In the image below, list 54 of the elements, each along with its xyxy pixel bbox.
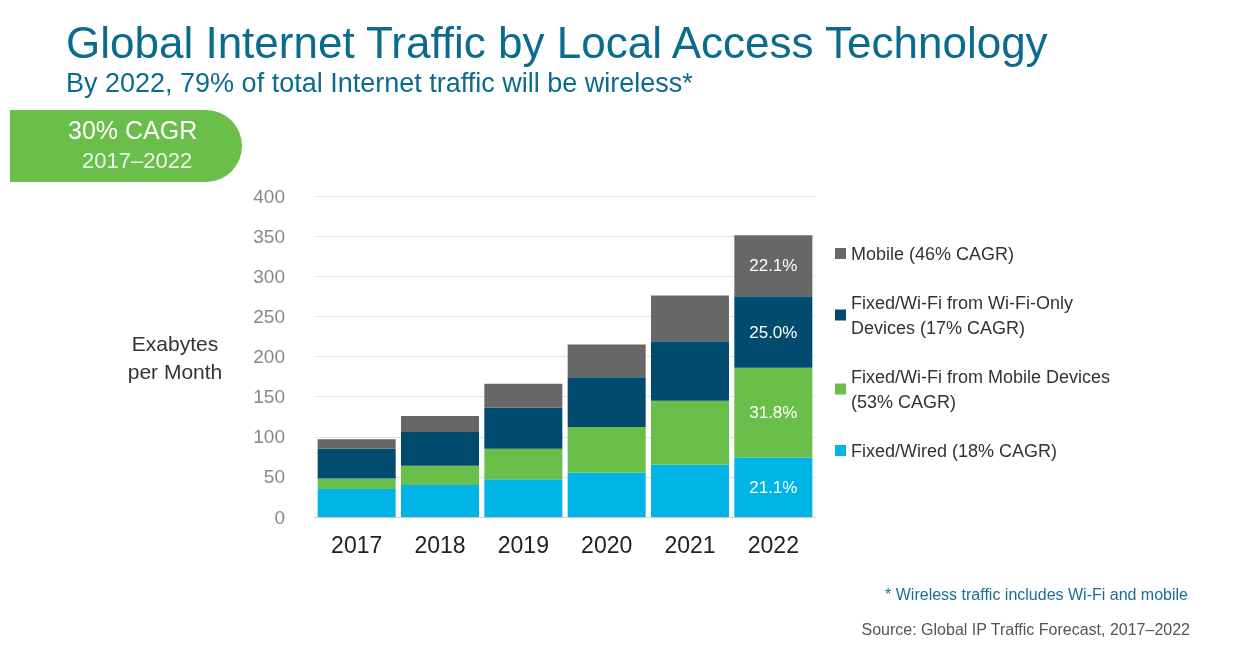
- bar: [651, 341, 729, 401]
- annotation: 25.0%: [749, 322, 798, 342]
- bar: [317, 439, 396, 449]
- text: * Wireless traffic includes Wi-Fi and mobile: [885, 586, 1188, 604]
- x-tick-label: 2021: [664, 531, 716, 558]
- bar: [651, 295, 729, 342]
- bar: [734, 367, 813, 458]
- annotation: 22.1%: [749, 256, 798, 276]
- y-tick-label: 150: [253, 386, 285, 408]
- bar: [734, 457, 813, 517]
- bar: [567, 427, 646, 473]
- bar: [317, 488, 396, 517]
- bar: [734, 296, 813, 368]
- y-tick-label: 100: [253, 426, 285, 448]
- bar: [567, 344, 646, 378]
- y-tick-label: 350: [253, 225, 285, 247]
- bar: [401, 431, 479, 466]
- bar: [734, 235, 813, 297]
- bar: [567, 377, 646, 428]
- x-tick-label: 2018: [414, 531, 466, 558]
- text: 30% CAGR: [68, 116, 198, 145]
- y-axis-title: Exabytes per Month: [126, 331, 224, 385]
- y-tick-label: 200: [253, 346, 285, 367]
- x-tick-label: 2017: [331, 531, 383, 558]
- annotation: 21.1%: [749, 477, 798, 497]
- bar: [651, 400, 729, 465]
- text: 2017–2022: [82, 148, 193, 174]
- bar: [484, 448, 563, 480]
- chart-title: Global Internet Traffic by Local Access Technology: [66, 18, 1048, 68]
- y-tick-label: 50: [263, 466, 285, 488]
- legend-label: Mobile (46% CAGR): [851, 243, 1015, 264]
- bar: [317, 478, 396, 489]
- bar: [484, 479, 563, 517]
- chart-subtitle: By 2022, 79% of total Internet traffic will be wireless*: [66, 68, 693, 99]
- source-note: Source: Global IP Traffic Forecast, 2017–2022: [861, 621, 1190, 639]
- bar: [567, 472, 646, 517]
- x-tick-label: 2019: [497, 531, 549, 558]
- y-tick-label: 300: [253, 265, 285, 287]
- legend-label: Fixed/Wired (18% CAGR): [851, 440, 1058, 461]
- x-tick-label: 2022: [747, 531, 799, 558]
- legend-label: Fixed/Wi-Fi from Wi-Fi-Only Devices (17% CAGR): [851, 292, 1078, 338]
- bar: [401, 465, 479, 485]
- y-tick-label: 250: [253, 305, 285, 327]
- bar: [401, 484, 479, 517]
- bar: [651, 464, 729, 517]
- legend-label: Fixed/Wi-Fi from Mobile Devices (53% CAGR): [851, 366, 1116, 412]
- y-tick-label: 400: [253, 185, 285, 207]
- bar: [401, 415, 479, 432]
- bar: [317, 448, 396, 479]
- annotation: 31.8%: [749, 403, 798, 423]
- bar: [484, 383, 563, 408]
- bar: [484, 407, 563, 449]
- x-tick-label: 2020: [581, 531, 633, 558]
- y-tick-label: 0: [274, 506, 285, 528]
